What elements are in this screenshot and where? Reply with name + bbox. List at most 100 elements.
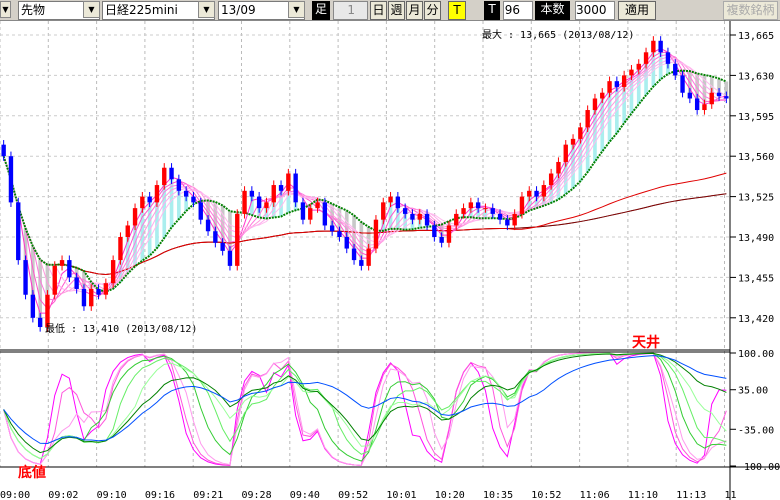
candle xyxy=(329,225,335,232)
candle xyxy=(67,260,72,278)
tick-button[interactable]: T xyxy=(448,1,466,20)
month-button[interactable]: 月 xyxy=(406,1,423,20)
y-tick-label: 13,665 xyxy=(738,31,774,42)
candle xyxy=(264,202,269,209)
candle xyxy=(154,185,160,203)
instrument-select[interactable]: 日経225mini xyxy=(102,1,215,20)
oscillator-line xyxy=(3,352,727,454)
candle xyxy=(424,213,430,226)
toolbar: ▼ 先物 ▼ 日経225mini ▼ 13/09 ▼ 足 1 日 週 月 分 T… xyxy=(0,0,780,21)
day-button[interactable]: 日 xyxy=(370,1,387,20)
moving-average-line xyxy=(3,156,727,276)
market-value: 先物 xyxy=(21,3,46,17)
moving-average-line xyxy=(3,59,727,292)
candle xyxy=(351,248,357,261)
x-tick-label: 10:35 xyxy=(483,490,513,500)
candle xyxy=(541,185,547,197)
candle xyxy=(505,219,510,226)
candle xyxy=(614,81,620,87)
candle xyxy=(600,92,605,99)
oscillator-line xyxy=(3,352,727,467)
candle xyxy=(381,202,386,220)
candle xyxy=(8,156,14,203)
candle xyxy=(556,161,561,174)
candle xyxy=(344,237,349,249)
x-tick-label: 10:52 xyxy=(531,490,561,500)
x-tick-label: 11:10 xyxy=(628,490,658,500)
apply-button[interactable]: 適用 xyxy=(618,1,656,20)
candle xyxy=(483,208,488,210)
multi-symbol-button[interactable]: 複数銘柄 xyxy=(723,1,778,20)
candle xyxy=(461,208,466,214)
candle xyxy=(534,190,539,197)
t-label: T xyxy=(484,1,500,20)
candle xyxy=(527,190,532,197)
moving-average-line xyxy=(3,56,727,294)
market-select[interactable]: 先物 xyxy=(18,1,100,20)
candle xyxy=(213,231,218,243)
candle xyxy=(410,213,415,220)
candle xyxy=(308,208,313,220)
candle xyxy=(497,213,503,220)
candle xyxy=(702,104,707,111)
candle xyxy=(417,213,422,220)
bar-spinner[interactable]: 1 xyxy=(333,1,368,20)
candle xyxy=(169,167,174,180)
chevron-down-icon[interactable]: ▼ xyxy=(83,1,100,18)
contract-select[interactable]: 13/09 xyxy=(218,1,305,20)
candle xyxy=(110,260,116,284)
candle xyxy=(512,213,517,226)
candle xyxy=(162,167,167,186)
floor-label: 底値 xyxy=(18,465,46,481)
osc-tick-label: 35.00 xyxy=(738,386,768,397)
chevron-down-icon[interactable]: ▼ xyxy=(198,1,215,18)
candle xyxy=(607,81,612,93)
moving-average-line xyxy=(3,54,727,301)
moving-average-line xyxy=(3,61,727,293)
candle xyxy=(373,219,379,249)
candle xyxy=(183,190,189,197)
count-label: 本数 xyxy=(535,1,570,20)
candle xyxy=(96,288,101,295)
y-tick-label: 13,560 xyxy=(738,152,774,163)
candle xyxy=(694,98,700,111)
moving-average-line xyxy=(3,156,727,276)
candle xyxy=(322,202,328,226)
candle xyxy=(300,202,306,220)
candle xyxy=(548,173,554,186)
candle xyxy=(446,225,452,243)
candle xyxy=(687,92,693,99)
t-spinner[interactable]: 96 xyxy=(503,1,533,20)
candle xyxy=(16,202,21,261)
candle xyxy=(388,196,393,203)
candle xyxy=(563,144,568,162)
candle xyxy=(454,213,459,226)
chevron-down-icon[interactable]: ▼ xyxy=(0,1,11,18)
candle xyxy=(395,196,401,209)
ceiling-label: 天井 xyxy=(632,335,660,351)
candle xyxy=(359,260,364,266)
candle xyxy=(1,144,6,157)
x-tick-label: 09:10 xyxy=(97,490,127,500)
count-spinner[interactable]: 3000 xyxy=(575,1,615,20)
x-tick-label: 09:02 xyxy=(48,490,78,500)
minute-button[interactable]: 分 xyxy=(424,1,441,20)
candle xyxy=(235,213,240,266)
candle xyxy=(665,52,671,64)
week-button[interactable]: 週 xyxy=(388,1,405,20)
candle xyxy=(402,208,408,214)
x-tick-label: 11 xyxy=(725,490,737,500)
candle xyxy=(81,288,87,307)
candle xyxy=(89,288,94,307)
x-tick-label: 09:16 xyxy=(145,490,175,500)
candle xyxy=(724,96,729,99)
candle xyxy=(585,110,590,128)
chevron-down-icon[interactable]: ▼ xyxy=(288,1,305,18)
osc-tick-label: -35.00 xyxy=(738,425,774,436)
moving-average-line xyxy=(2,69,727,293)
candle xyxy=(147,196,152,203)
moving-average-line xyxy=(3,156,727,276)
moving-average-line xyxy=(3,51,727,310)
candle xyxy=(191,196,196,203)
candle xyxy=(366,248,371,266)
